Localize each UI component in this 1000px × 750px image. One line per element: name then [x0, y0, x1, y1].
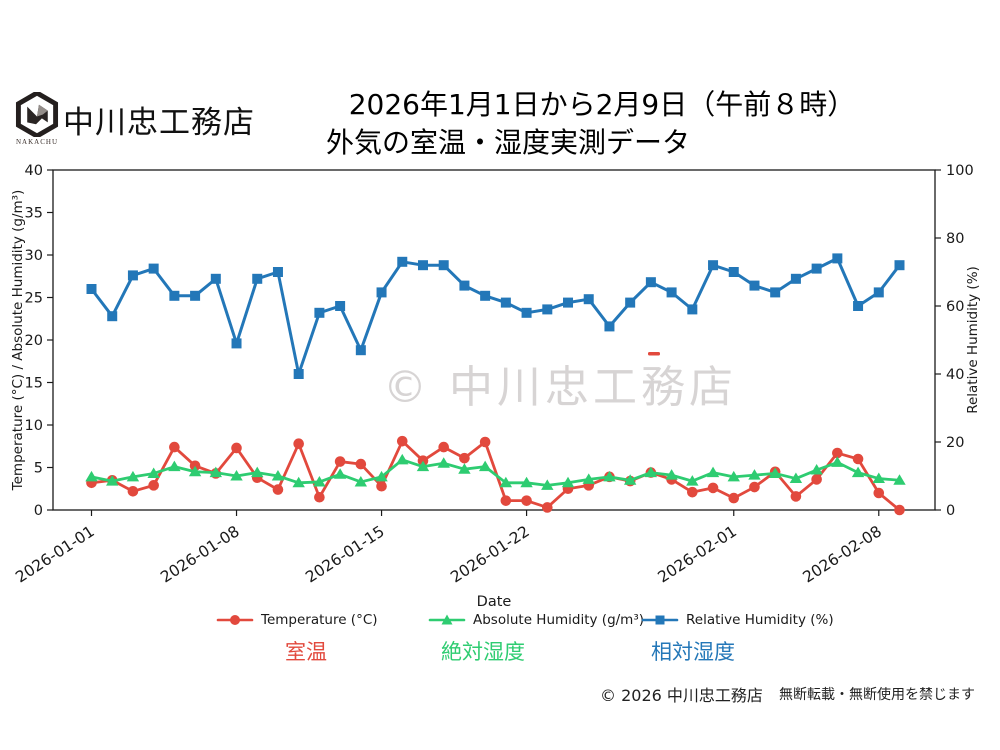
- stray-red-marker: [648, 352, 660, 356]
- svg-text:30: 30: [25, 248, 43, 264]
- legend-ja-relative-humidity: 相対湿度: [651, 640, 735, 664]
- svg-text:60: 60: [946, 299, 964, 315]
- relative-humidity-series: [86, 253, 905, 379]
- y-axis-left-title: Temperature (°C) / Absolute Humidity (g/…: [10, 189, 26, 491]
- svg-text:2026-01-08: 2026-01-08: [157, 522, 242, 586]
- svg-text:2026-01-15: 2026-01-15: [302, 522, 387, 586]
- svg-text:25: 25: [25, 291, 43, 307]
- svg-text:5: 5: [34, 461, 43, 477]
- svg-text:15: 15: [25, 376, 43, 392]
- svg-text:80: 80: [946, 231, 964, 247]
- footer-notice: 無断転載・無断使用を禁じます: [779, 687, 975, 703]
- absolute-humidity-legend-icon: [428, 614, 466, 625]
- svg-text:35: 35: [25, 206, 43, 222]
- svg-text:40: 40: [25, 163, 43, 179]
- y-axis-left-ticks: 0 5 10 15 20 25 30 35 40: [25, 163, 53, 519]
- svg-text:10: 10: [25, 418, 43, 434]
- footer-copyright: © 2026 中川忠工務店: [600, 686, 763, 705]
- legend-entry-temperature: Temperature (°C): [216, 612, 378, 628]
- relative-humidity-legend-icon: [641, 615, 679, 625]
- legend-ja-absolute-humidity: 絶対湿度: [441, 640, 525, 664]
- company-name: 中川忠工務店: [63, 105, 255, 141]
- legend-label-absolute-humidity: Absolute Humidity (g/m³): [473, 612, 645, 628]
- svg-text:0: 0: [34, 503, 43, 519]
- legend-entry-relative-humidity: Relative Humidity (%): [641, 612, 834, 628]
- svg-text:2026-01-22: 2026-01-22: [447, 522, 532, 586]
- legend-entry-absolute-humidity: Absolute Humidity (g/m³): [428, 612, 644, 628]
- svg-text:2026-02-08: 2026-02-08: [800, 522, 885, 586]
- x-axis-title: Date: [476, 594, 512, 610]
- watermark: © 中川忠工務店: [383, 362, 737, 413]
- chart-title-line2: 外気の室温・湿度実測データ: [325, 126, 690, 159]
- y-axis-right-ticks: 0 20 40 60 80 100: [935, 163, 974, 519]
- legend-ja-temperature: 室温: [285, 640, 327, 664]
- temperature-legend-icon: [216, 615, 254, 625]
- x-axis-ticks: 2026-01-01 2026-01-08 2026-01-15 2026-01-22…: [12, 510, 885, 586]
- svg-text:20: 20: [946, 435, 964, 451]
- logo-caption: NAKACHU: [16, 138, 58, 146]
- absolute-humidity-g-m-series: [85, 453, 906, 490]
- plot-frame: [52, 169, 936, 511]
- svg-text:2026-01-01: 2026-01-01: [12, 522, 97, 586]
- svg-text:100: 100: [946, 163, 974, 179]
- svg-text:0: 0: [946, 503, 955, 519]
- chart-title-line1: 2026年1月1日から2月9日（午前８時）: [348, 88, 856, 121]
- svg-text:2026-02-01: 2026-02-01: [655, 522, 740, 586]
- legend-label-temperature: Temperature (°C): [261, 612, 378, 628]
- company-logo: NAKACHU: [14, 92, 60, 146]
- svg-text:20: 20: [25, 333, 43, 349]
- nakachu-hexagon-icon: [15, 92, 59, 137]
- svg-text:40: 40: [946, 367, 964, 383]
- y-axis-right-title: Relative Humidity (%): [965, 266, 981, 414]
- legend-label-relative-humidity: Relative Humidity (%): [686, 612, 834, 628]
